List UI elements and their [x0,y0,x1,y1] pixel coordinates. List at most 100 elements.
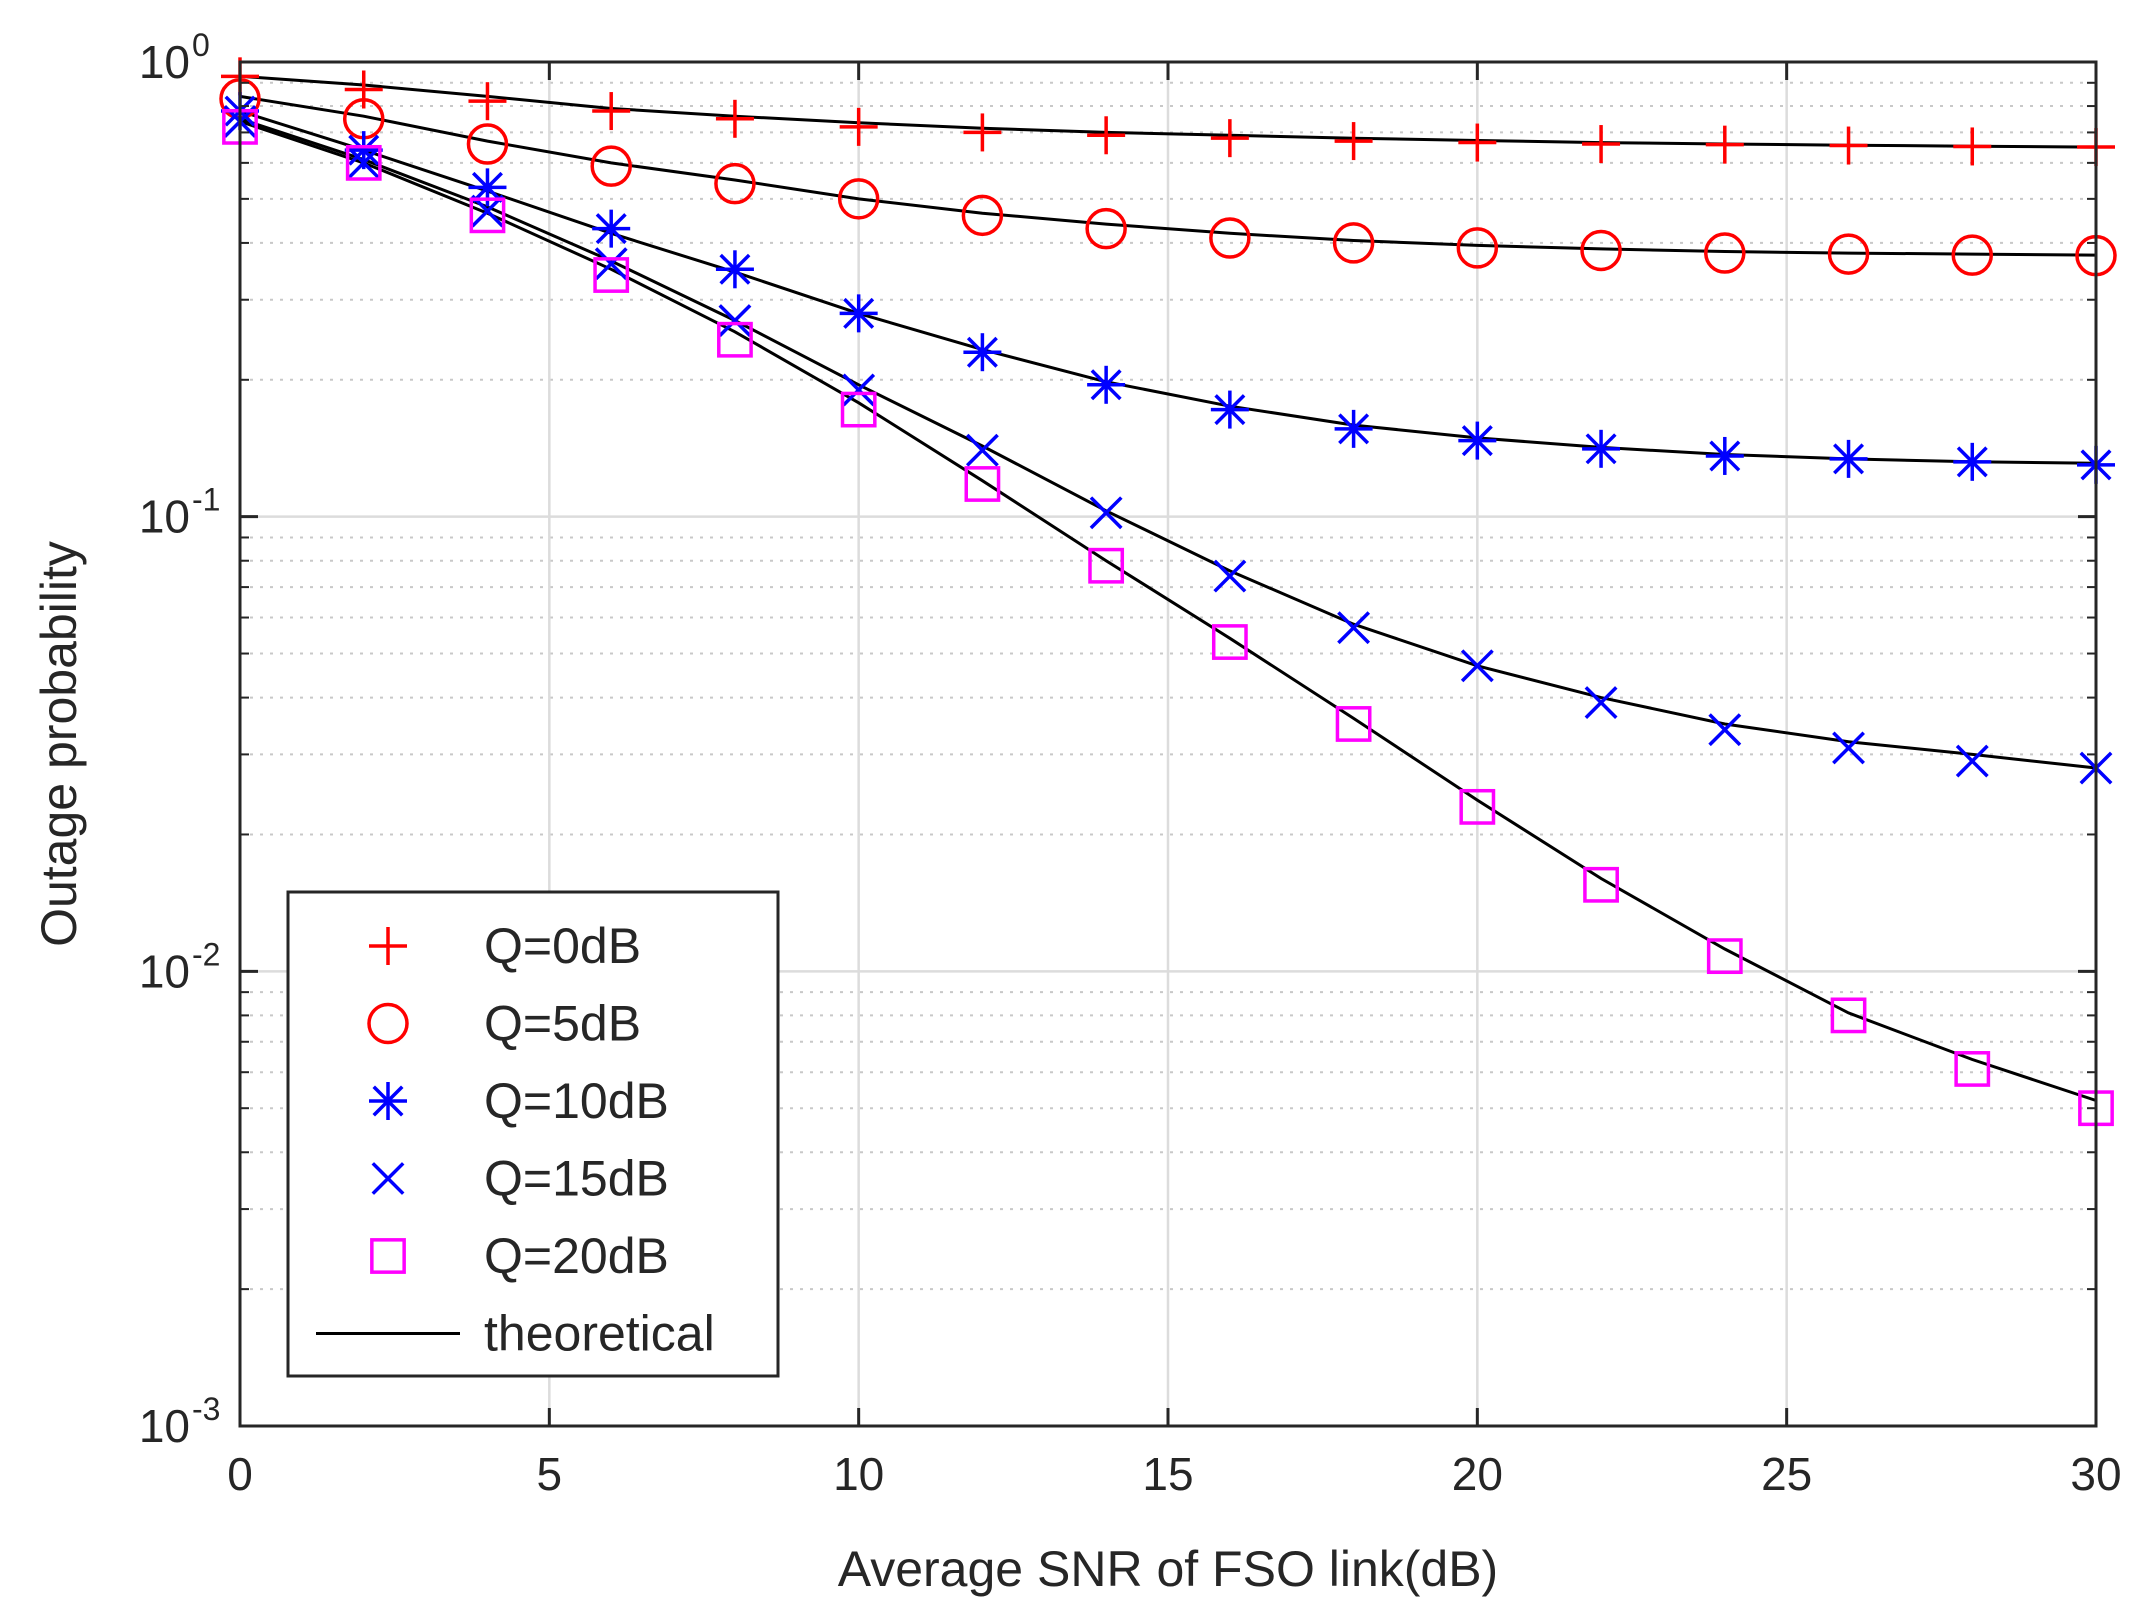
y-tick-label-exponent: -2 [192,936,220,972]
data-point-Q=20dB [1459,788,1496,825]
square-marker-shape [1954,1051,1991,1087]
data-point-Q=10dB [1582,429,1621,468]
y-tick-label-base: 10 [139,1400,190,1452]
asterisk-stroke [1585,433,1617,465]
y-tick-label-base: 10 [139,491,190,543]
data-point-Q=10dB [1829,439,1868,478]
x-stroke [1708,713,1742,747]
asterisk-stroke [966,336,998,368]
data-point-Q=5dB [961,194,1004,237]
data-point-Q=15dB [594,247,628,281]
data-point-Q=5dB [1209,217,1251,259]
asterisk-stroke [1090,369,1122,401]
data-point-Q=0dB [592,92,631,131]
data-point-Q=20dB [1335,706,1372,742]
data-point-Q=5dB [590,145,632,187]
y-tick-label-exponent: 0 [192,27,210,63]
data-point-Q=10dB [715,250,754,289]
square-marker-shape [1088,547,1125,584]
x-stroke [1832,731,1865,765]
asterisk-stroke [843,297,875,329]
asterisk-stroke [471,171,503,203]
data-point-Q=10dB [468,168,507,207]
data-point-Q=0dB [715,99,754,138]
square-marker-shape [1335,706,1372,742]
data-point-Q=5dB [1704,232,1746,274]
circle-marker-shape [837,178,880,220]
data-point-Q=5dB [1951,234,1994,276]
circle-marker-shape [1580,229,1622,272]
legend-entry-label: Q=20dB [484,1228,669,1284]
legend-marker-Q=20dB [370,1238,406,1274]
square-marker-shape [1211,624,1248,660]
data-point-Q=0dB [839,107,878,146]
asterisk-stroke [372,1085,404,1117]
x-stroke [1089,496,1123,530]
data-point-Q=20dB [1088,547,1125,584]
circle-marker-shape [1085,207,1127,250]
x-stroke [1584,686,1618,720]
data-point-Q=20dB [1583,866,1619,903]
data-point-Q=10dB [1334,409,1373,448]
x-tick-label: 30 [2070,1448,2121,1500]
data-point-Q=0dB [344,70,383,109]
square-marker-shape [1706,938,1743,975]
data-point-Q=0dB [1829,126,1868,165]
asterisk-stroke [1956,446,1988,478]
data-point-Q=0dB [1210,119,1249,158]
asterisk-stroke [1214,394,1246,426]
legend-entry-label: theoretical [484,1306,715,1362]
data-point-Q=5dB [1085,207,1127,250]
data-point-Q=20dB [717,321,753,358]
theory-line-Q=5dB [239,94,2097,257]
legend-marker-Q=5dB [367,1002,409,1045]
data-point-Q=15dB [1832,731,1865,765]
square-marker-shape [840,391,877,428]
asterisk-stroke [1338,413,1370,445]
circle-marker-shape [1827,233,1870,275]
asterisk-stroke [1461,425,1493,457]
x-tick-label: 25 [1761,1448,1812,1500]
theory-line-Q=20dB [239,120,2097,1102]
circle-marker-shape [714,162,756,205]
data-point-Q=0dB [1582,125,1621,164]
data-point-Q=5dB [714,162,756,205]
data-point-Q=15dB [471,194,504,228]
legend-entry-label: Q=10dB [484,1073,669,1129]
circle-marker-shape [1951,234,1994,276]
circle-marker-shape [466,123,509,165]
data-point-Q=0dB [1087,116,1126,155]
x-stroke [471,194,504,228]
theory-line-Q=0dB [239,74,2097,149]
theory-line-Q=10dB [239,109,2097,465]
data-point-Q=0dB [468,82,507,121]
data-point-Q=0dB [1953,127,1992,166]
y-tick-label-exponent: -1 [192,482,220,518]
square-marker-shape [717,321,753,358]
x-stroke [347,146,381,180]
square-marker-shape [1459,788,1496,825]
square-marker-shape [1583,866,1619,903]
asterisk-stroke [348,134,380,166]
data-point-Q=15dB [1955,744,1989,778]
data-point-Q=0dB [1705,125,1744,164]
x-stroke [1213,559,1247,593]
data-point-Q=15dB [1089,496,1123,530]
data-point-Q=10dB [963,333,1002,372]
circle-marker-shape [1704,232,1746,274]
legend-entry-label: Q=15dB [484,1151,669,1207]
square-marker-shape [1830,997,1867,1034]
legend-entry-label: Q=0dB [484,918,641,974]
circle-marker-shape [961,194,1004,237]
data-point-Q=15dB [1460,649,1494,683]
data-point-Q=15dB [965,433,999,467]
data-point-Q=5dB [1456,227,1499,269]
asterisk-stroke [1709,440,1741,472]
square-marker-shape [469,197,506,234]
theory-line-Q=15dB [239,117,2097,770]
data-point-Q=15dB [718,304,752,337]
legend-box [286,890,780,1378]
circle-marker-shape [1456,227,1499,269]
circle-marker-shape [1209,217,1251,259]
